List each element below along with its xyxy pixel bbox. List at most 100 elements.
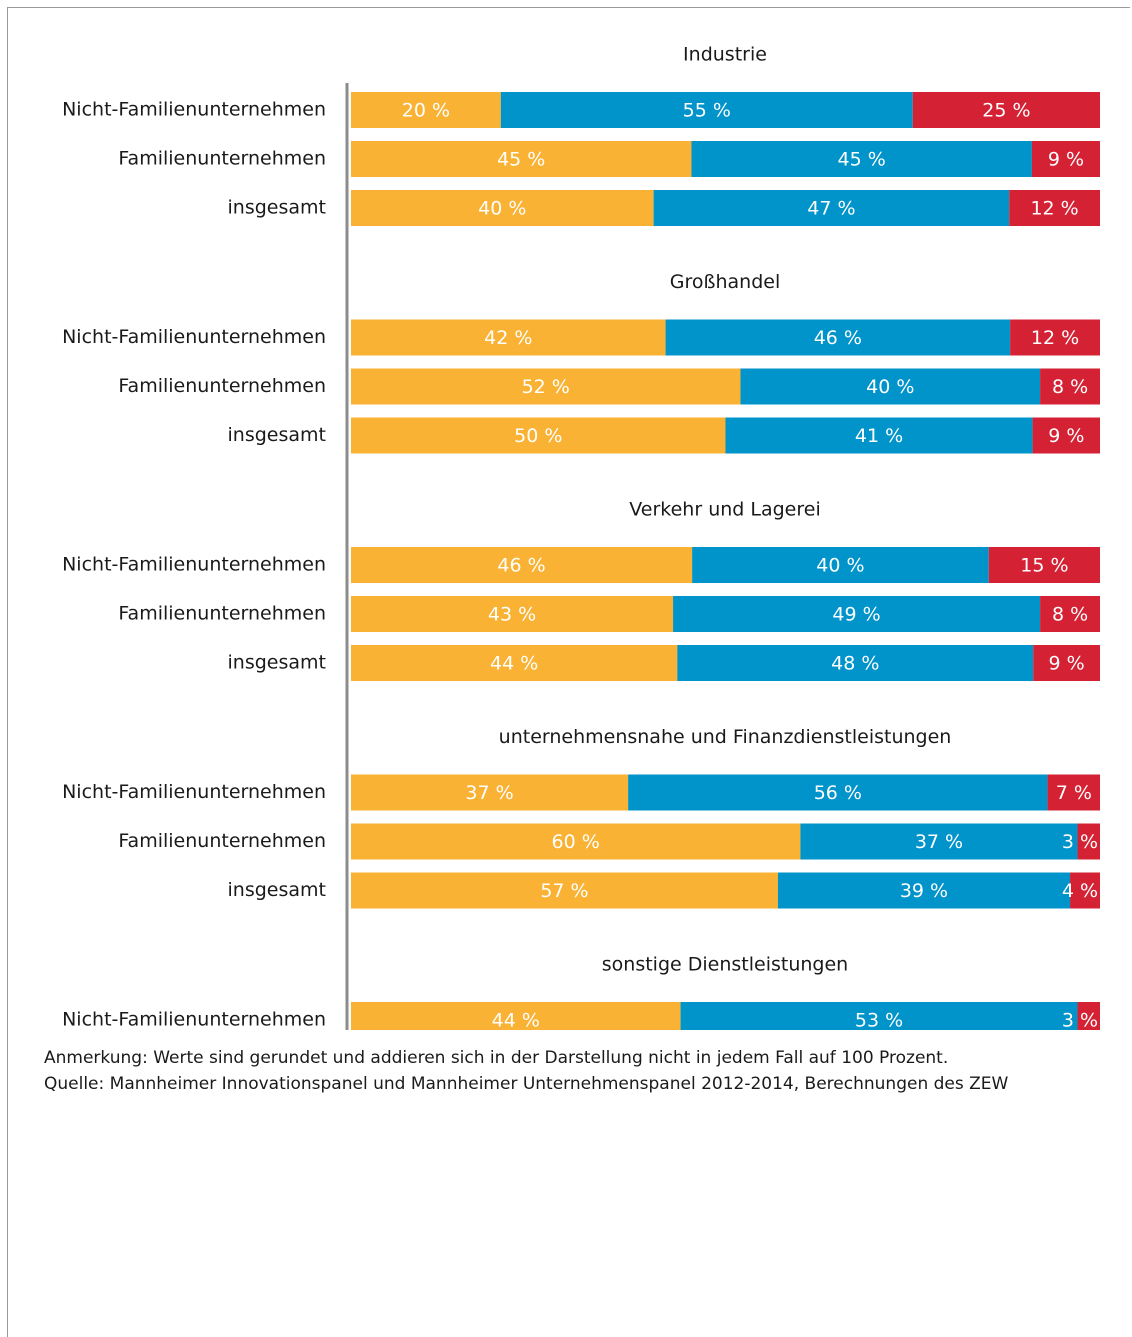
data-label: 9 % (1048, 425, 1084, 447)
bar-segment (1077, 823, 1100, 860)
group-title: sonstige Dienstleistungen (602, 954, 848, 976)
data-label: 56 % (814, 782, 862, 804)
data-label: 9 % (1049, 653, 1085, 675)
data-label: 43 % (488, 604, 536, 626)
data-label: 41 % (855, 425, 903, 447)
bar-segment (1070, 872, 1100, 909)
bar-segment (691, 141, 1032, 177)
bar-segment (800, 823, 1078, 860)
data-label: 37 % (915, 831, 963, 853)
data-label: 55 % (683, 100, 731, 122)
bar-segment (351, 1002, 681, 1030)
bar-segment (351, 872, 778, 909)
bar-segment (351, 92, 501, 128)
data-label: 57 % (540, 880, 588, 902)
data-label: 3 % (1062, 831, 1098, 853)
bar-segment (692, 547, 989, 583)
bar-segment (351, 596, 674, 632)
bar-segment (351, 141, 692, 177)
bar-segment (351, 417, 726, 454)
bar-segment (1040, 596, 1100, 632)
category-label: Familienunternehmen (118, 148, 326, 170)
stacked-bar-chart: Industrie Nicht-Familienunternehmen 20 % 55… (62, 44, 1100, 1031)
data-label: 8 % (1052, 604, 1088, 626)
category-label: Nicht-Familienunternehmen (62, 99, 326, 121)
bar-segment (351, 645, 678, 681)
bar-segment (988, 547, 1100, 583)
data-label: 8 % (1052, 376, 1088, 398)
bar-segment (653, 190, 1010, 226)
data-label: 9 % (1048, 149, 1084, 171)
category-label: Nicht-Familienunternehmen (62, 326, 326, 348)
category-label: insgesamt (228, 652, 326, 674)
data-label: 25 % (982, 100, 1030, 122)
bar-segment (1077, 1002, 1100, 1030)
bar-segment (740, 368, 1041, 405)
category-label: Familienunternehmen (118, 603, 326, 625)
bar-segment (351, 319, 666, 356)
data-label: 4 % (1062, 880, 1098, 902)
data-label: 48 % (831, 653, 879, 675)
data-label: 50 % (514, 425, 562, 447)
data-label: 44 % (490, 653, 538, 675)
bar-segment (351, 774, 629, 811)
bar-segment (680, 1002, 1078, 1030)
data-label: 45 % (838, 149, 886, 171)
data-label: 46 % (497, 555, 545, 577)
data-label: 49 % (832, 604, 880, 626)
data-label: 15 % (1020, 555, 1068, 577)
category-label: Familienunternehmen (118, 375, 326, 397)
bar-segment (351, 547, 693, 583)
bar-segment (1031, 141, 1100, 177)
bar-segment (912, 92, 1100, 128)
data-label: 3 % (1062, 1010, 1098, 1031)
bar-segment (1033, 645, 1100, 681)
data-label: 12 % (1031, 327, 1079, 349)
bar-segment (351, 823, 801, 860)
category-label: Nicht-Familienunternehmen (62, 781, 326, 803)
group-title: Großhandel (670, 271, 780, 293)
data-label: 20 % (402, 100, 450, 122)
chart-frame (7, 7, 1130, 1337)
data-label: 47 % (807, 198, 855, 220)
bar-segment (351, 190, 654, 226)
data-label: 46 % (814, 327, 862, 349)
bar-segment (665, 319, 1011, 356)
data-label: 39 % (900, 880, 948, 902)
bar-segment (725, 417, 1033, 454)
bar-segment (1040, 368, 1100, 405)
bar-segment (1009, 190, 1100, 226)
data-label: 40 % (816, 555, 864, 577)
data-label: 42 % (484, 327, 532, 349)
note-anmerkung: Anmerkung: Werte sind gerundet und addie… (44, 1048, 949, 1068)
data-label: 7 % (1056, 782, 1092, 804)
note-quelle: Quelle: Mannheimer Innovationspanel und … (44, 1074, 1009, 1094)
bar-segment (500, 92, 913, 128)
data-label: 52 % (522, 376, 570, 398)
data-label: 44 % (492, 1010, 540, 1031)
bar-segment (1032, 417, 1100, 454)
bar-segment (777, 872, 1071, 909)
bar-segment (677, 645, 1034, 681)
data-label: 40 % (478, 198, 526, 220)
category-label: insgesamt (228, 879, 326, 901)
data-label: 60 % (552, 831, 600, 853)
bar-segment (1010, 319, 1100, 356)
group-title: unternehmensnahe und Finanzdienstleistun… (499, 726, 952, 748)
category-label: insgesamt (228, 197, 326, 219)
category-label: Nicht-Familienunternehmen (62, 1009, 326, 1031)
bar-segment (351, 368, 741, 405)
chart-notes: Anmerkung: Werte sind gerundet und addie… (44, 1045, 1008, 1097)
category-label: Familienunternehmen (118, 830, 326, 852)
data-label: 12 % (1030, 198, 1078, 220)
bar-segment (628, 774, 1048, 811)
group-title: Verkehr und Lagerei (629, 499, 820, 521)
data-label: 53 % (855, 1010, 903, 1031)
data-label: 37 % (465, 782, 513, 804)
bar-segment (1047, 774, 1100, 811)
category-label: insgesamt (228, 424, 326, 446)
data-label: 45 % (497, 149, 545, 171)
category-label: Nicht-Familienunternehmen (62, 554, 326, 576)
bar-segment (673, 596, 1041, 632)
group-title: Industrie (683, 44, 767, 66)
